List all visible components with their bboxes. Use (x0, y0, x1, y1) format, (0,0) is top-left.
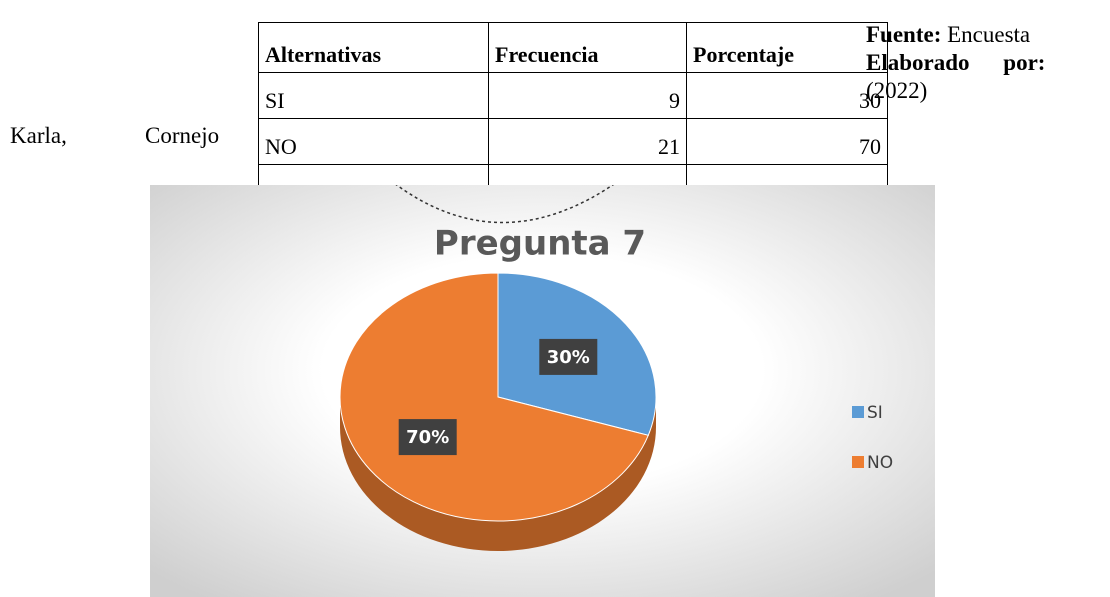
year: (2022) (866, 78, 928, 103)
cell: 30 (686, 72, 888, 119)
data-label: 70% (406, 427, 449, 448)
header-cell: Alternativas (258, 22, 489, 73)
table: Alternativas Frecuencia Porcentaje SI 9 … (258, 22, 888, 211)
source-text: Encuesta (947, 22, 1031, 47)
cell: 70 (686, 118, 888, 165)
cell: 9 (488, 72, 687, 119)
data-label-box (398, 419, 457, 456)
decoration (395, 185, 614, 224)
legend-label: SI (867, 403, 883, 423)
legend-label: NO (867, 453, 893, 473)
cell: 21 (488, 118, 687, 165)
source: Fuente: Encuesta (866, 22, 1030, 48)
row: NO 21 70 (258, 118, 888, 165)
header-cell: Frecuencia (488, 22, 687, 73)
data-label: 30% (547, 347, 590, 368)
data-label-box (539, 338, 598, 375)
pie-side (340, 397, 656, 551)
chart-title: Pregunta 7 (434, 224, 646, 264)
made-label: Elaborado por: (866, 50, 1046, 75)
cell: NO (258, 118, 489, 165)
source-label: Fuente: (866, 22, 942, 47)
author-first: Karla, (10, 123, 67, 148)
legend-swatch (852, 456, 864, 468)
author-last: Cornejo (145, 123, 220, 148)
header-row: Alternativas Frecuencia Porcentaje (258, 22, 888, 73)
row: SI 9 30 (258, 72, 888, 119)
header-cell: Porcentaje (686, 22, 888, 73)
legend-swatch (852, 406, 864, 418)
cell: SI (258, 72, 489, 119)
pie-slice (339, 272, 649, 522)
chart: Pregunta 7 30% 70% SI NO (150, 185, 935, 597)
